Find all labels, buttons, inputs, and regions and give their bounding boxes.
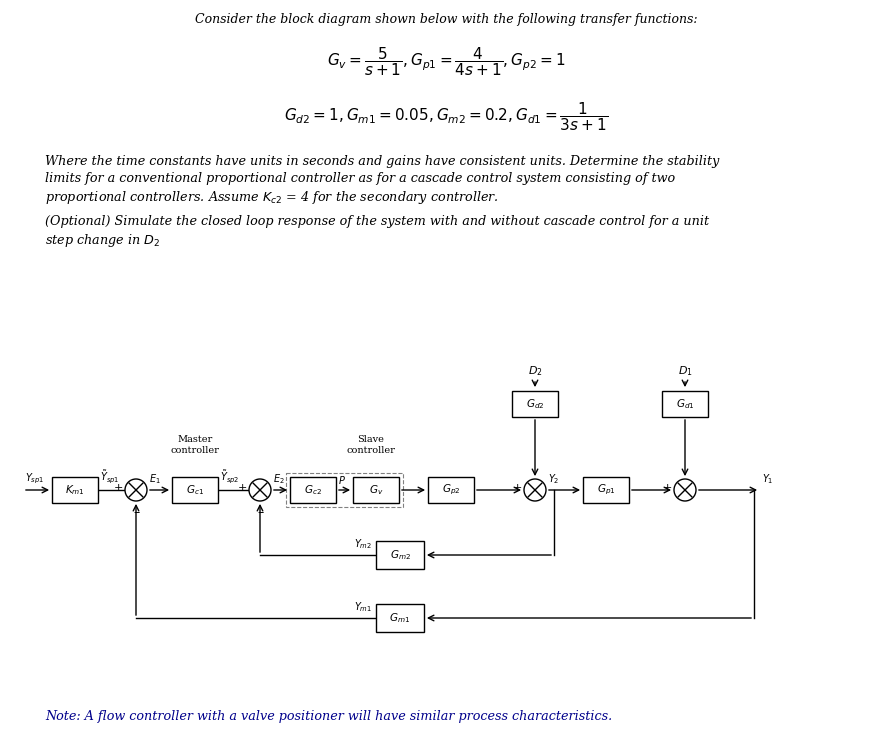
Text: Note: A flow controller with a valve positioner will have similar process charac: Note: A flow controller with a valve pos…	[45, 710, 612, 723]
Text: $Y_1$: $Y_1$	[762, 472, 773, 486]
Text: Slave
controller: Slave controller	[347, 435, 395, 455]
Bar	[428, 477, 474, 503]
Text: $D_1$: $D_1$	[678, 364, 692, 378]
Text: $G_{d1}$: $G_{d1}$	[675, 397, 694, 411]
Text: +: +	[663, 483, 672, 493]
Text: $\tilde{Y}_{sp1}$: $\tilde{Y}_{sp1}$	[100, 468, 120, 486]
Text: $G_{m1}$: $G_{m1}$	[390, 611, 410, 625]
Circle shape	[524, 479, 546, 501]
Text: Master
controller: Master controller	[170, 435, 219, 455]
Text: $K_{m1}$: $K_{m1}$	[65, 483, 85, 497]
Circle shape	[249, 479, 271, 501]
Text: $G_v$: $G_v$	[368, 483, 384, 497]
Text: $G_{p2}$: $G_{p2}$	[442, 483, 460, 497]
Text: $P$: $P$	[338, 474, 346, 486]
Text: $G_{c2}$: $G_{c2}$	[304, 483, 322, 497]
Text: $Y_{sp1}$: $Y_{sp1}$	[25, 472, 45, 486]
Text: $Y_2$: $Y_2$	[548, 472, 559, 486]
Text: +: +	[237, 483, 247, 493]
Text: +: +	[513, 483, 522, 493]
Bar	[662, 391, 708, 417]
Text: $Y_{m2}$: $Y_{m2}$	[354, 537, 372, 551]
Text: $G_{d2} = 1, G_{m1} = 0.05, G_{m2} = 0.2, G_{d1} = \dfrac{1}{3s+1}$: $G_{d2} = 1, G_{m1} = 0.05, G_{m2} = 0.2…	[284, 100, 608, 133]
Bar	[583, 477, 629, 503]
Text: –: –	[134, 506, 140, 519]
Text: (Optional) Simulate the closed loop response of the system with and without casc: (Optional) Simulate the closed loop resp…	[45, 215, 709, 228]
Text: $\tilde{Y}_{sp2}$: $\tilde{Y}_{sp2}$	[220, 468, 239, 486]
Bar	[376, 541, 424, 569]
Text: $G_v = \dfrac{5}{s+1},G_{p1} = \dfrac{4}{4s+1},G_{p2} = 1$: $G_v = \dfrac{5}{s+1},G_{p1} = \dfrac{4}…	[326, 45, 566, 78]
Text: $G_{c1}$: $G_{c1}$	[186, 483, 204, 497]
Text: Consider the block diagram shown below with the following transfer functions:: Consider the block diagram shown below w…	[194, 13, 698, 26]
Text: $G_{p1}$: $G_{p1}$	[597, 483, 615, 497]
Circle shape	[125, 479, 147, 501]
Bar	[286, 473, 403, 507]
Bar	[172, 477, 218, 503]
Text: Where the time constants have units in seconds and gains have consistent units. : Where the time constants have units in s…	[45, 155, 719, 168]
Text: $Y_{m1}$: $Y_{m1}$	[354, 600, 372, 614]
Text: proportional controllers. Assume $K_{c2}$ = 4 for the secondary controller.: proportional controllers. Assume $K_{c2}…	[45, 189, 499, 206]
Text: +: +	[113, 483, 123, 493]
Text: step change in $D_2$: step change in $D_2$	[45, 232, 161, 249]
Text: limits for a conventional proportional controller as for a cascade control syste: limits for a conventional proportional c…	[45, 172, 675, 185]
Text: $E_1$: $E_1$	[149, 472, 161, 486]
Bar	[290, 477, 336, 503]
Text: $G_{m2}$: $G_{m2}$	[390, 548, 410, 562]
Text: –: –	[258, 506, 264, 519]
Circle shape	[674, 479, 696, 501]
Bar	[512, 391, 558, 417]
Text: $D_2$: $D_2$	[528, 364, 542, 378]
Bar	[353, 477, 399, 503]
Bar	[376, 604, 424, 632]
Bar	[52, 477, 98, 503]
Text: $E_2$: $E_2$	[273, 472, 285, 486]
Text: $G_{d2}$: $G_{d2}$	[525, 397, 544, 411]
